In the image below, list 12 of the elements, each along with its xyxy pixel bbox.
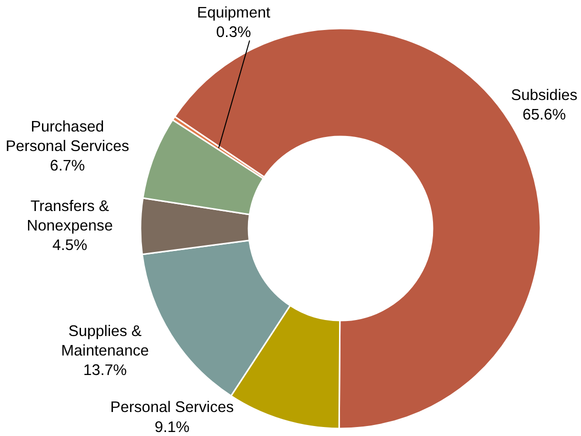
slice-label: Transfers & Nonexpense [26,198,113,234]
slice-label: Equipment [196,4,271,22]
slice-label: Subsidies [510,86,578,104]
data-label: 65.6% [522,106,566,124]
data-label: 13.7% [83,362,128,379]
data-label: 0.3% [216,24,252,42]
slice-label: Personal Services [110,399,234,416]
slice-label: Purchased Personal Services [6,118,130,156]
slice-label: Supplies & Maintenance [61,322,149,360]
data-label: 6.7% [50,158,86,175]
data-label: 9.1% [154,418,190,436]
data-label: 4.5% [52,236,88,254]
